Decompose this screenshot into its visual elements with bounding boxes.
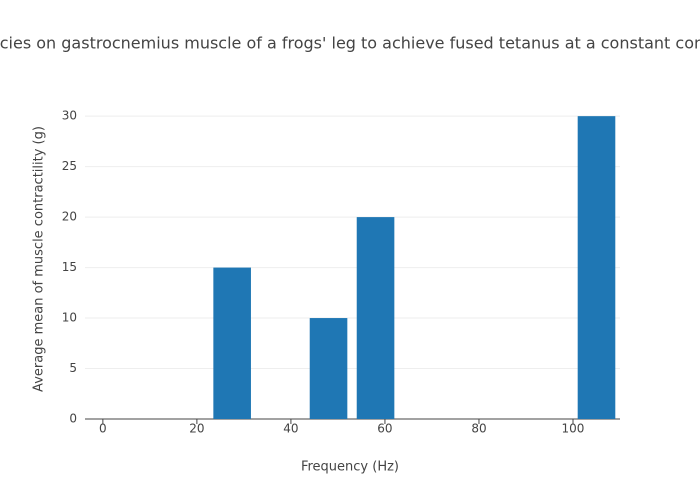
y-tick-label: 5 (69, 361, 77, 375)
chart-title: ncies on gastrocnemius muscle of a frogs… (0, 34, 700, 53)
x-tick-label: 100 (562, 422, 585, 436)
x-tick-label: 40 (283, 422, 298, 436)
y-tick-label: 25 (62, 159, 77, 173)
x-tick-label: 80 (471, 422, 486, 436)
bar (309, 318, 348, 419)
y-tick-label: 30 (62, 109, 77, 123)
y-tick-label: 10 (62, 311, 77, 325)
y-tick-label: 15 (62, 260, 77, 274)
x-tick-label: 0 (99, 422, 107, 436)
bar (213, 267, 251, 419)
y-axis-title: Average mean of muscle contractility (g) (32, 126, 47, 392)
x-tick-label: 20 (189, 422, 204, 436)
x-tick-label: 60 (377, 422, 392, 436)
bar (577, 116, 616, 419)
bar (356, 217, 395, 419)
y-tick-label: 0 (69, 412, 77, 426)
y-tick-label: 20 (62, 210, 77, 224)
x-axis-title: Frequency (Hz) (301, 460, 399, 475)
